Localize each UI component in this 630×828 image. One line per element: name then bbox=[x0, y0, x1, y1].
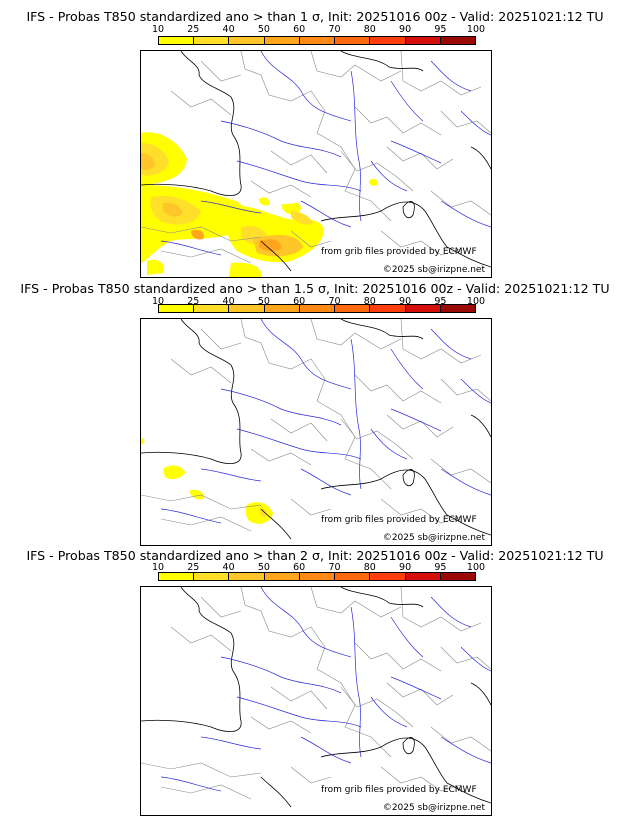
rivers bbox=[160, 51, 491, 256]
legend-ticks: 10 25 40 50 60 70 80 90 95 100 bbox=[152, 562, 485, 574]
tick-label: 10 bbox=[151, 562, 165, 573]
map-canvas bbox=[141, 587, 491, 808]
source-note: from grib files provided by ECMWF bbox=[321, 785, 477, 795]
tick-label: 25 bbox=[187, 296, 200, 307]
copyright-text: ©2025 sb@irizpne.net bbox=[382, 533, 485, 543]
color-swatch bbox=[194, 305, 230, 312]
probability-shading bbox=[141, 132, 378, 277]
color-swatch bbox=[264, 37, 300, 44]
color-swatch bbox=[370, 305, 406, 312]
coastlines bbox=[141, 319, 491, 540]
coastlines bbox=[141, 51, 491, 272]
tick-label: 10 bbox=[151, 24, 165, 35]
tick-label: 90 bbox=[399, 296, 412, 307]
legend-ticks: 10 25 40 50 60 70 80 90 95 100 bbox=[152, 296, 485, 308]
tick-label: 40 bbox=[222, 296, 235, 307]
tick-label: 100 bbox=[466, 296, 486, 307]
color-swatch bbox=[405, 37, 441, 44]
color-swatch bbox=[370, 37, 406, 44]
tick-label: 60 bbox=[293, 296, 306, 307]
source-note: from grib files provided by ECMWF bbox=[321, 515, 477, 525]
color-swatch bbox=[229, 37, 265, 44]
tick-label: 25 bbox=[187, 562, 200, 573]
tick-label: 10 bbox=[151, 296, 165, 307]
coastlines bbox=[141, 587, 491, 808]
color-swatch bbox=[194, 37, 230, 44]
color-swatch bbox=[335, 573, 371, 580]
color-swatch bbox=[440, 573, 475, 580]
color-swatch bbox=[299, 37, 336, 44]
probability-map: from grib files provided by ECMWF ©2025 … bbox=[140, 50, 492, 278]
tick-label: 70 bbox=[328, 562, 341, 573]
color-swatch bbox=[440, 37, 475, 44]
color-swatch bbox=[440, 305, 475, 312]
copyright-text: ©2025 sb@irizpne.net bbox=[382, 803, 485, 813]
map-canvas bbox=[141, 51, 491, 277]
color-swatch bbox=[370, 573, 406, 580]
borders bbox=[141, 587, 491, 800]
tick-label: 80 bbox=[363, 562, 376, 573]
tick-label: 90 bbox=[399, 562, 412, 573]
borders bbox=[141, 319, 491, 532]
color-swatch bbox=[335, 305, 371, 312]
color-swatch bbox=[229, 305, 265, 312]
tick-label: 50 bbox=[257, 562, 270, 573]
color-swatch bbox=[405, 573, 441, 580]
tick-label: 40 bbox=[222, 562, 235, 573]
tick-label: 95 bbox=[434, 24, 447, 35]
probability-map: from grib files provided by ECMWF ©2025 … bbox=[140, 318, 492, 546]
color-swatch bbox=[194, 573, 230, 580]
panel-title: IFS - Probas T850 standardized ano > tha… bbox=[26, 548, 604, 563]
tick-label: 80 bbox=[363, 24, 376, 35]
color-scale bbox=[158, 572, 476, 581]
tick-label: 60 bbox=[293, 562, 306, 573]
tick-label: 95 bbox=[434, 296, 447, 307]
color-scale bbox=[158, 304, 476, 313]
tick-label: 50 bbox=[257, 296, 270, 307]
color-scale bbox=[158, 36, 476, 45]
source-note: from grib files provided by ECMWF bbox=[321, 247, 477, 257]
color-swatch bbox=[159, 37, 195, 44]
probability-map: from grib files provided by ECMWF ©2025 … bbox=[140, 586, 492, 816]
tick-label: 90 bbox=[399, 24, 412, 35]
color-swatch bbox=[299, 305, 336, 312]
tick-label: 25 bbox=[187, 24, 200, 35]
panel-title: IFS - Probas T850 standardized ano > tha… bbox=[20, 281, 610, 296]
color-swatch bbox=[264, 573, 300, 580]
color-swatch bbox=[159, 573, 195, 580]
tick-label: 100 bbox=[466, 562, 486, 573]
color-swatch bbox=[229, 573, 265, 580]
tick-label: 50 bbox=[257, 24, 270, 35]
color-swatch bbox=[335, 37, 371, 44]
copyright-text: ©2025 sb@irizpne.net bbox=[382, 265, 485, 275]
tick-label: 95 bbox=[434, 562, 447, 573]
color-swatch bbox=[159, 305, 195, 312]
rivers bbox=[160, 587, 491, 792]
color-swatch bbox=[299, 573, 336, 580]
map-canvas bbox=[141, 319, 491, 540]
borders bbox=[141, 51, 491, 264]
panel-title: IFS - Probas T850 standardized ano > tha… bbox=[26, 9, 604, 24]
tick-label: 40 bbox=[222, 24, 235, 35]
color-swatch bbox=[405, 305, 441, 312]
probability-shading bbox=[141, 438, 273, 524]
tick-label: 100 bbox=[466, 24, 486, 35]
tick-label: 60 bbox=[293, 24, 306, 35]
legend-ticks: 10 25 40 50 60 70 80 90 95 100 bbox=[152, 24, 485, 36]
tick-label: 80 bbox=[363, 296, 376, 307]
tick-label: 70 bbox=[328, 24, 341, 35]
tick-label: 70 bbox=[328, 296, 341, 307]
color-swatch bbox=[264, 305, 300, 312]
rivers bbox=[160, 319, 491, 524]
